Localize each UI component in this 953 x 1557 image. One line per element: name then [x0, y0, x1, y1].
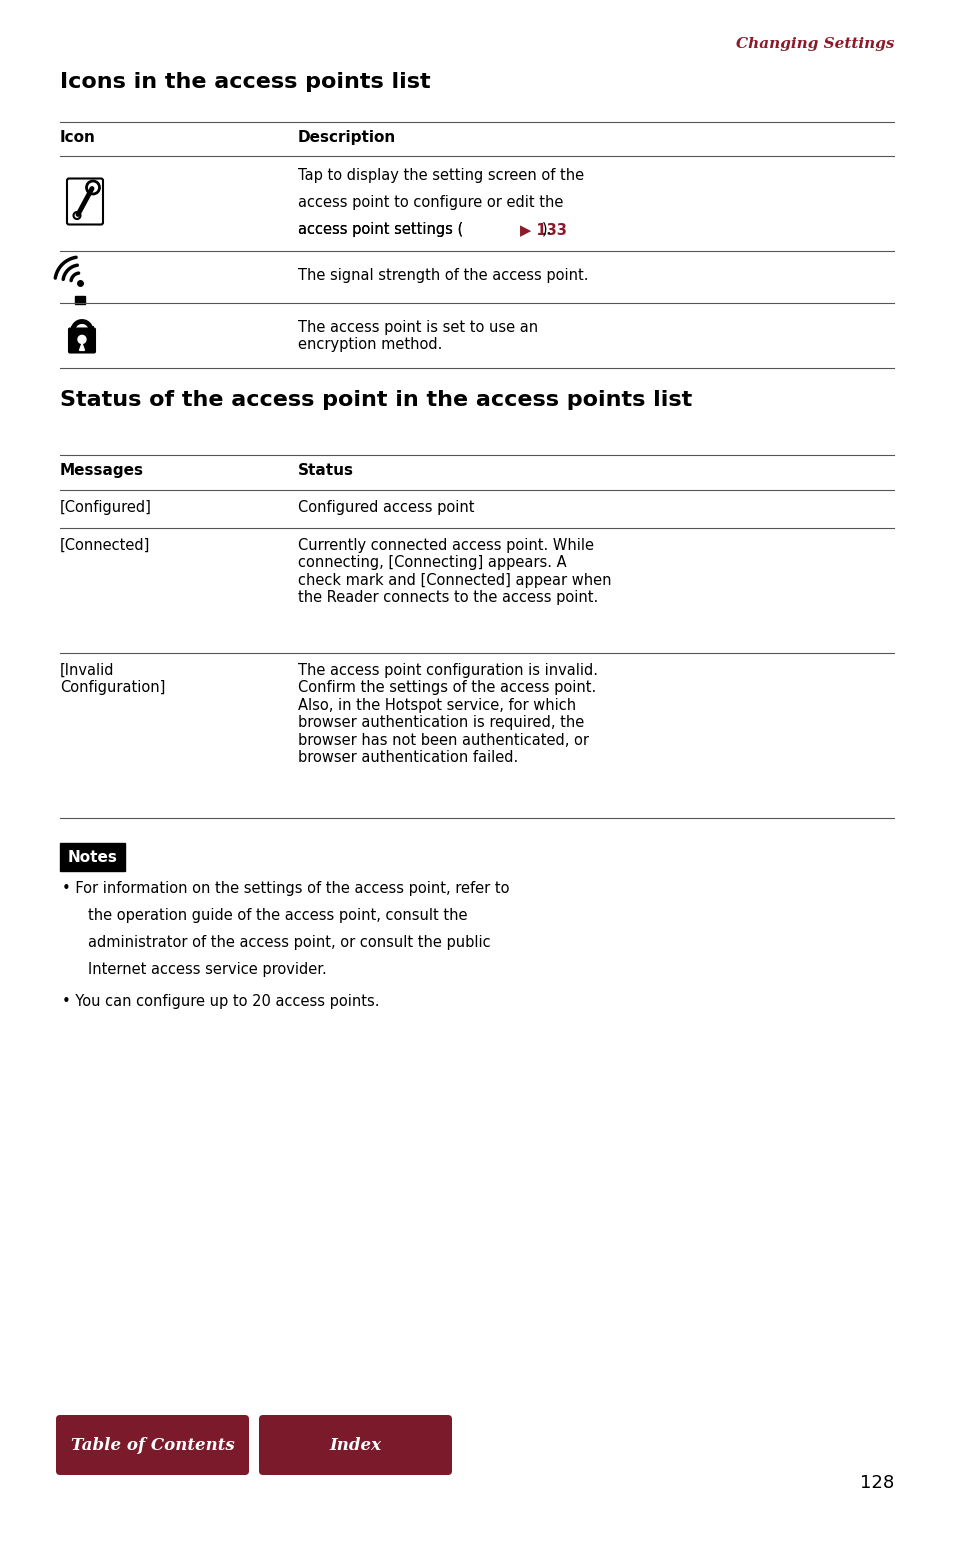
Text: administrator of the access point, or consult the public: administrator of the access point, or co… [88, 936, 490, 950]
Text: The access point is set to use an
encryption method.: The access point is set to use an encryp… [297, 321, 537, 352]
Text: access point settings (: access point settings ( [297, 223, 462, 237]
Bar [60, 842, 125, 870]
Text: Messages: Messages [60, 462, 144, 478]
Text: Currently connected access point. While
connecting, [Connecting] appears. A
chec: Currently connected access point. While … [297, 539, 611, 606]
Circle shape [78, 335, 86, 344]
Text: [Invalid
Configuration]: [Invalid Configuration] [60, 663, 165, 696]
Text: Icon: Icon [60, 129, 95, 145]
Text: • For information on the settings of the access point, refer to: • For information on the settings of the… [62, 881, 509, 895]
Text: Icons in the access points list: Icons in the access points list [60, 72, 430, 92]
Text: Description: Description [297, 129, 395, 145]
Text: Table of Contents: Table of Contents [71, 1437, 234, 1454]
Text: • You can configure up to 20 access points.: • You can configure up to 20 access poin… [62, 993, 379, 1009]
Text: The access point configuration is invalid.
Confirm the settings of the access po: The access point configuration is invali… [297, 663, 598, 764]
Text: Status of the access point in the access points list: Status of the access point in the access… [60, 389, 692, 409]
Text: [Configured]: [Configured] [60, 500, 152, 515]
Polygon shape [79, 344, 85, 350]
Text: 128: 128 [859, 1474, 893, 1492]
Text: Tap to display the setting screen of the: Tap to display the setting screen of the [297, 168, 583, 184]
Text: ).: ). [541, 223, 552, 237]
FancyBboxPatch shape [258, 1415, 452, 1474]
Text: ▶ 133: ▶ 133 [519, 223, 566, 237]
Text: The signal strength of the access point.: The signal strength of the access point. [297, 268, 588, 283]
Text: Changing Settings: Changing Settings [735, 37, 893, 51]
Text: access point to configure or edit the: access point to configure or edit the [297, 195, 562, 210]
FancyBboxPatch shape [69, 329, 95, 352]
Text: Notes: Notes [68, 850, 117, 864]
Text: Configured access point: Configured access point [297, 500, 474, 515]
Text: Index: Index [329, 1437, 381, 1454]
Text: Internet access service provider.: Internet access service provider. [88, 962, 327, 976]
Text: Status: Status [297, 462, 354, 478]
Bar [75, 296, 85, 304]
Text: the operation guide of the access point, consult the: the operation guide of the access point,… [88, 908, 467, 923]
FancyBboxPatch shape [56, 1415, 249, 1474]
FancyBboxPatch shape [67, 179, 103, 224]
Text: [Connected]: [Connected] [60, 539, 151, 553]
Text: access point settings (: access point settings ( [297, 223, 462, 237]
